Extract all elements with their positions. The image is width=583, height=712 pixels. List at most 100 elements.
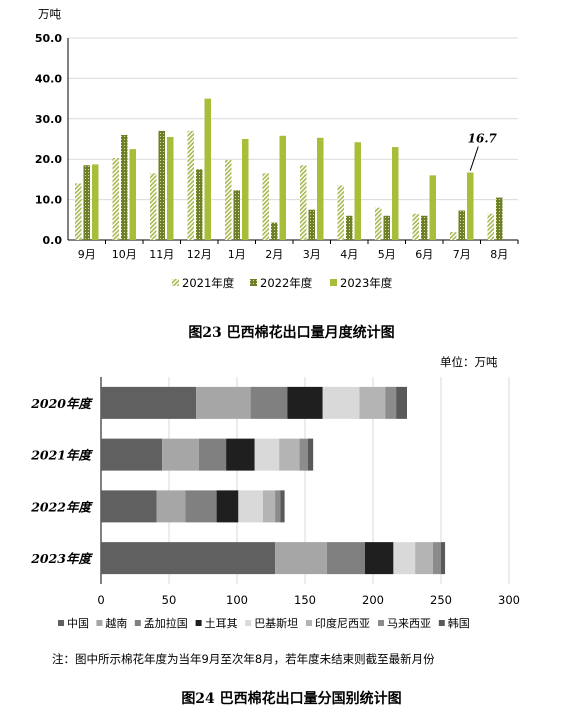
bar-segment-马来西亚 (275, 490, 281, 523)
legend-label: 巴基斯坦 (254, 616, 298, 630)
footnote: 注：图中所示棉花年度为当年9月至次年8月，若年度未结束则截至最新月份 (52, 652, 435, 666)
legend-label: 土耳其 (205, 617, 238, 630)
bar-segment-中国 (101, 542, 276, 575)
bar-segment-孟加拉国 (250, 386, 288, 419)
legend-label: 马来西亚 (387, 617, 431, 630)
x-tick-label: 6月 (415, 248, 433, 261)
annotation-leader (469, 146, 479, 171)
bar-2023年度 (279, 135, 286, 240)
annotation-label: 16.7 (468, 132, 498, 146)
y-tick-label: 20.0 (35, 153, 62, 166)
legend-label: 中国 (67, 617, 89, 630)
y-tick-label: 30.0 (35, 113, 62, 126)
bar-segment-韩国 (280, 490, 285, 523)
bar-2022年度 (421, 215, 428, 240)
bar-2021年度 (300, 165, 307, 240)
x-tick-label: 100 (226, 593, 248, 607)
bar-segment-中国 (101, 490, 157, 523)
bar-2023年度 (92, 164, 99, 240)
bar-2022年度 (233, 190, 240, 240)
bar-2022年度 (158, 130, 165, 240)
bar-2023年度 (467, 172, 474, 240)
bar-segment-韩国 (396, 386, 407, 419)
legend-label: 越南 (105, 616, 127, 630)
y-category-label: 2020年度 (30, 396, 93, 411)
x-tick-label: 4月 (340, 248, 358, 261)
y-category-label: 2022年度 (30, 499, 93, 514)
bar-segment-马来西亚 (432, 542, 441, 575)
legend-swatch-印度尼西亚 (306, 620, 312, 626)
chart1-caption: 图23 巴西棉花出口量月度统计图 (188, 325, 395, 341)
legend-swatch-孟加拉国 (134, 620, 141, 626)
bar-segment-中国 (101, 386, 197, 419)
legend-swatch-中国 (58, 620, 64, 626)
x-tick-label: 2月 (265, 248, 283, 261)
bar-2021年度 (75, 183, 82, 240)
bar-2022年度 (196, 169, 203, 240)
bar-segment-孟加拉国 (198, 438, 227, 471)
bar-segment-印度尼西亚 (262, 490, 276, 523)
legend-swatch-土耳其 (195, 620, 202, 626)
bar-segment-马来西亚 (299, 438, 308, 471)
legend-swatch-马来西亚 (378, 620, 384, 626)
x-tick-label: 10月 (112, 248, 137, 261)
bar-2022年度 (346, 215, 353, 240)
bar-2022年度 (271, 222, 278, 240)
chart2-unit: 单位：万吨 (440, 355, 498, 369)
legend-label: 2022年度 (260, 276, 313, 290)
bar-2021年度 (487, 213, 494, 240)
bar-2021年度 (262, 173, 269, 240)
x-tick-label: 8月 (490, 248, 508, 261)
bar-2023年度 (129, 149, 136, 240)
bar-segment-越南 (162, 438, 199, 471)
bar-segment-孟加拉国 (185, 490, 217, 523)
bar-2021年度 (450, 231, 457, 240)
legend-swatch-韩国 (438, 620, 445, 626)
bar-segment-印度尼西亚 (359, 386, 386, 419)
bar-segment-巴基斯坦 (238, 490, 263, 523)
bar-2023年度 (242, 139, 249, 240)
y-category-label: 2023年度 (30, 551, 93, 566)
bar-2023年度 (354, 142, 361, 240)
x-tick-label: 1月 (228, 248, 246, 261)
x-tick-label: 250 (430, 593, 452, 607)
x-tick-label: 50 (162, 593, 177, 607)
bar-2023年度 (429, 175, 436, 240)
bar-2022年度 (383, 215, 390, 240)
y-tick-label: 10.0 (35, 194, 62, 207)
chart1-unit: 万吨 (38, 7, 61, 21)
bar-segment-韩国 (307, 438, 314, 471)
bar-segment-土耳其 (287, 386, 323, 419)
bar-segment-韩国 (441, 542, 446, 575)
bar-2022年度 (496, 197, 503, 240)
bar-segment-巴基斯坦 (254, 438, 280, 471)
bar-2022年度 (308, 209, 315, 240)
legend-label: 印度尼西亚 (315, 616, 370, 630)
x-tick-label: 3月 (303, 248, 321, 261)
bar-segment-越南 (196, 386, 251, 419)
legend-label: 2023年度 (340, 276, 393, 290)
bar-segment-越南 (156, 490, 186, 523)
legend-swatch-2023年度 (330, 279, 337, 286)
bar-2021年度 (412, 213, 419, 240)
bar-2022年度 (458, 210, 465, 240)
bar-segment-土耳其 (226, 438, 255, 471)
bar-2023年度 (317, 137, 324, 240)
legend-swatch-2021年度 (172, 279, 179, 286)
bar-segment-巴基斯坦 (393, 542, 416, 575)
bar-2022年度 (121, 134, 128, 240)
legend-label: 孟加拉国 (144, 616, 188, 630)
x-tick-label: 5月 (378, 248, 396, 261)
bar-2021年度 (375, 207, 382, 240)
bar-segment-马来西亚 (385, 386, 397, 419)
bar-2021年度 (150, 173, 157, 240)
x-tick-label: 9月 (78, 248, 96, 261)
bar-segment-越南 (275, 542, 327, 575)
legend-swatch-巴基斯坦 (245, 620, 252, 626)
bar-2021年度 (337, 185, 344, 240)
bar-2022年度 (83, 165, 90, 240)
bar-2021年度 (112, 157, 119, 240)
bar-segment-土耳其 (364, 542, 394, 575)
x-tick-label: 150 (294, 593, 316, 607)
